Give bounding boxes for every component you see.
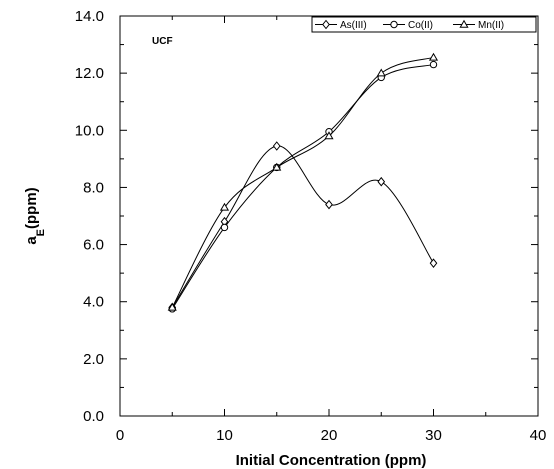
series-mn-ii	[167, 52, 439, 311]
plot-frame	[119, 15, 539, 417]
y-axis-label-subscript: E	[35, 229, 47, 236]
legend-label-as-iii: As(III)	[340, 20, 367, 31]
ticks: 0.0 2.0 4.0 6.0 8.0 10.0 12.0 14.0 0 10 20 30 40	[75, 8, 547, 444]
y-axis-label: aE(ppm)	[23, 187, 47, 244]
data-point-mn-ii	[272, 162, 282, 171]
y-tick-label: 0.0	[83, 408, 104, 425]
data-point-mn-ii	[428, 52, 439, 61]
x-tick-label: 30	[425, 427, 442, 444]
series-line-co-ii	[171, 64, 434, 310]
x-axis-label: Initial Concentration (ppm)	[236, 452, 427, 469]
series-as-iii	[168, 141, 438, 313]
data-point-mn-ii	[324, 131, 334, 140]
x-tick-label: 20	[321, 427, 338, 444]
data-point-as-iii	[272, 141, 281, 151]
y-tick-label: 2.0	[83, 351, 104, 368]
data-point-co-ii	[429, 60, 438, 69]
x-tick-label: 0	[116, 427, 124, 444]
data-point-as-iii	[429, 258, 438, 268]
legend-marker-co-ii	[390, 20, 398, 29]
legend-label-co-ii: Co(II)	[408, 20, 433, 31]
data-point-mn-ii	[167, 302, 177, 311]
series-layer	[167, 52, 439, 313]
data-point-mn-ii	[219, 202, 230, 211]
x-tick-label: 40	[530, 427, 547, 444]
y-tick-label: 12.0	[75, 65, 104, 82]
legend-marker-mn-ii	[459, 19, 469, 28]
series-line-mn-ii	[171, 56, 434, 308]
legend-box	[311, 16, 537, 33]
legend-marker-as-iii	[322, 19, 330, 30]
y-tick-label: 8.0	[83, 179, 104, 196]
legend-label-mn-ii: Mn(II)	[478, 20, 504, 31]
data-point-mn-ii	[376, 68, 386, 77]
x-tick-label: 10	[216, 427, 233, 444]
y-axis-label-main: a	[23, 236, 40, 245]
legend: As(III) Co(II) Mn(II)	[311, 16, 537, 33]
y-axis-label-unit: (ppm)	[23, 187, 40, 229]
chart-annotation: UCF	[152, 36, 173, 47]
series-co-ii	[168, 60, 438, 313]
y-tick-label: 10.0	[75, 122, 104, 139]
series-line-as-iii	[171, 145, 434, 308]
y-tick-label: 6.0	[83, 237, 104, 254]
data-point-as-iii	[325, 199, 333, 210]
y-tick-label: 4.0	[83, 294, 104, 311]
data-point-as-iii	[377, 176, 386, 187]
axes	[119, 15, 539, 417]
data-point-co-ii	[220, 223, 229, 232]
y-tick-label: 14.0	[75, 8, 104, 25]
